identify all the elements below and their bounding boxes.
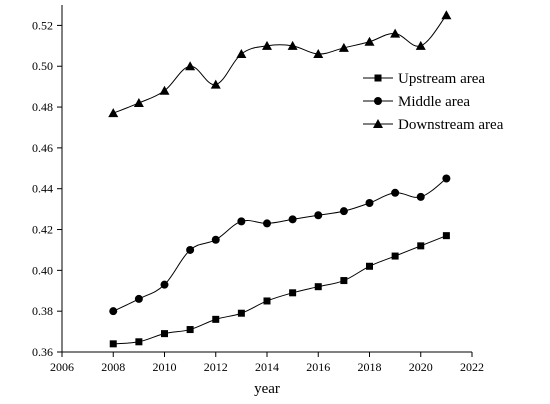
series-circle [109,174,451,316]
y-tick-label: 0.48 [32,100,53,114]
data-point [108,108,119,118]
series-line [113,235,447,345]
data-point [236,48,247,58]
data-point [340,277,348,285]
series-square [109,232,450,348]
legend-marker [374,97,382,105]
legend-label: Middle area [398,94,470,110]
data-point [160,280,169,289]
data-point [133,97,144,107]
legend-marker [373,119,383,128]
data-point [365,198,374,207]
legend-item: Downstream area [363,117,504,133]
data-point [391,252,399,260]
data-point [186,326,194,334]
data-point [338,42,349,52]
series-layer [108,10,452,348]
series-line [113,178,447,312]
data-point [314,283,322,291]
x-tick-label: 2022 [460,360,484,374]
data-point [313,48,324,58]
x-tick-label: 2010 [153,360,177,374]
data-point [237,217,246,226]
data-point [109,340,117,348]
data-point [161,330,168,338]
y-tick-label: 0.40 [32,263,53,277]
y-axis-ticks: 0.36 0.38 0.40 0.42 0.44 0.46 0.48 0.50 0.52 [32,18,62,359]
legend-item: Upstream area [363,71,485,87]
y-tick-label: 0.38 [32,304,53,318]
data-point [289,289,297,297]
x-tick-label: 2006 [50,360,74,374]
data-point [185,61,196,71]
data-point [135,338,143,346]
data-point [442,232,450,240]
data-point [263,297,271,305]
data-point [288,215,297,224]
data-point [441,10,452,20]
legend-marker [374,74,382,82]
data-point [391,188,400,197]
data-point [262,40,272,50]
y-tick-label: 0.50 [32,59,53,73]
y-tick-label: 0.52 [32,18,53,32]
data-point [263,219,271,228]
data-point [415,40,426,50]
legend-item: Middle area [363,94,470,110]
x-tick-label: 2020 [409,360,433,374]
y-tick-label: 0.36 [32,345,53,359]
data-point [416,192,425,201]
data-point [364,36,375,46]
y-tick-label: 0.44 [32,182,53,196]
y-tick-label: 0.46 [32,141,53,155]
y-tick-label: 0.42 [32,223,53,237]
data-point [417,242,425,250]
data-point [237,309,245,317]
x-axis-title: year [254,381,280,397]
x-tick-label: 2018 [358,360,382,374]
x-axis-ticks: 2006 2008 2010 2012 2014 2016 2018 2020 2022 [50,352,484,374]
data-point [366,262,373,270]
data-point [134,294,143,303]
series-line [113,14,447,114]
x-tick-label: 2016 [306,360,330,374]
data-point [109,307,118,316]
data-point [210,79,221,89]
x-tick-label: 2014 [255,360,279,374]
legend-label: Upstream area [398,71,485,87]
data-point [287,40,298,50]
data-point [186,245,195,254]
series-triangle [108,10,452,118]
data-point [211,235,220,244]
x-tick-label: 2012 [204,360,228,374]
data-point [159,85,170,95]
x-tick-label: 2008 [101,360,125,374]
data-point [390,28,401,38]
legend-label: Downstream area [398,117,504,133]
data-point [212,315,220,323]
data-point [442,174,451,183]
data-point [339,207,348,216]
legend: Upstream area Middle area Downstream area [363,71,504,133]
data-point [314,211,323,220]
